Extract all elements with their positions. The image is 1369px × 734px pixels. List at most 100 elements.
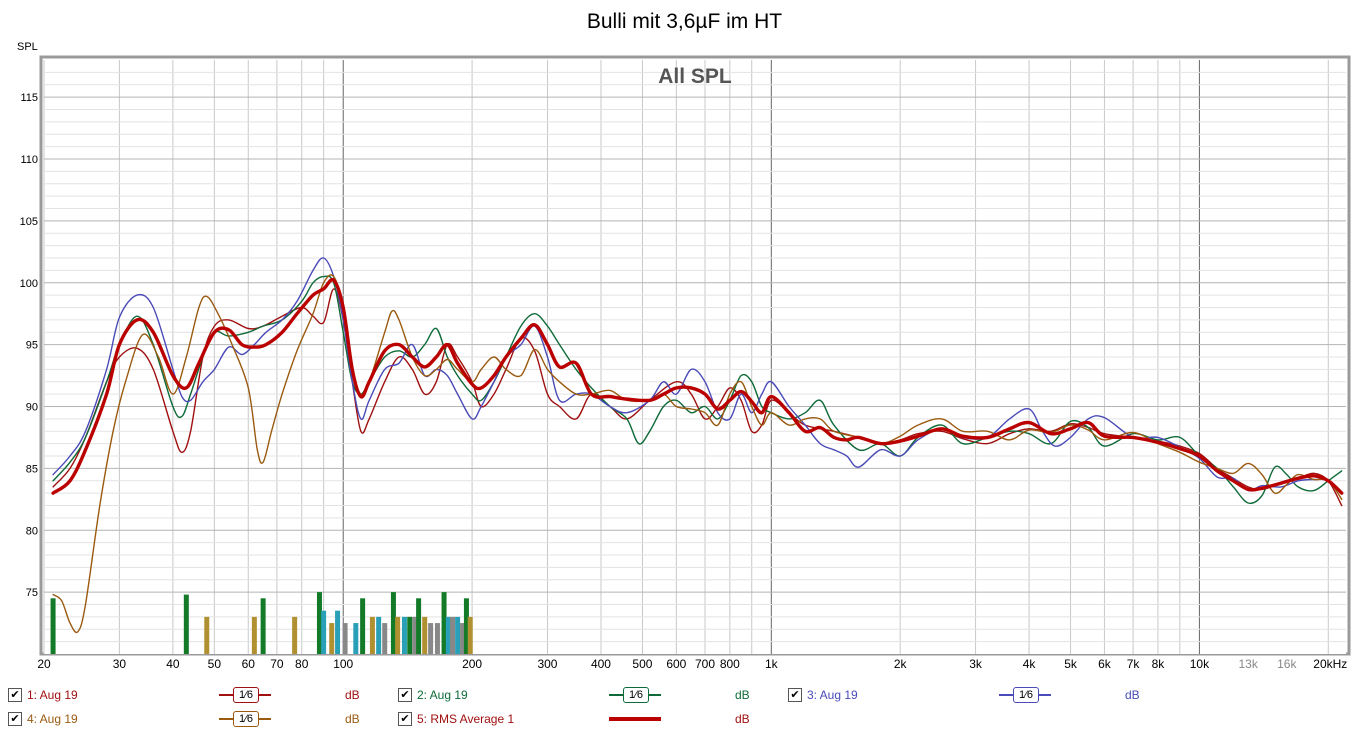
unit-label-5: dB [735, 712, 750, 726]
chart-title: Bulli mit 3,6µF im HT [586, 10, 783, 33]
y-tick-label: 85 [26, 463, 38, 475]
marker-bar [321, 610, 327, 654]
y-tick-label: 95 [26, 340, 38, 352]
smoothing-label-1: 1⁄6 [233, 687, 259, 703]
y-tick-label: 100 [20, 278, 38, 290]
legend-checkbox-5[interactable]: ✔ [398, 712, 412, 726]
x-tick-label: 3k [969, 657, 983, 671]
x-tick-label: 70 [270, 657, 284, 671]
series-line-2 [52, 275, 1343, 505]
marker-bar [455, 616, 461, 654]
series-swatch-5 [609, 717, 661, 721]
y-tick-label: 115 [20, 92, 38, 104]
marker-bar [353, 623, 359, 654]
smoothing-label-4: 1⁄6 [233, 711, 259, 727]
x-tick-label: 600 [666, 657, 686, 671]
legend-checkbox-1[interactable]: ✔ [8, 688, 22, 702]
marker-bar [434, 623, 440, 654]
legend-label-2[interactable]: 2: Aug 19 [417, 688, 468, 702]
marker-bar [382, 623, 388, 654]
x-tick-label: 4k [1023, 657, 1037, 671]
marker-bar [183, 594, 189, 654]
marker-bar [316, 592, 322, 654]
legend-label-4[interactable]: 4: Aug 19 [27, 712, 78, 726]
marker-bar [412, 616, 418, 654]
marker-bar [335, 610, 341, 654]
x-tick-label: 6k [1098, 657, 1112, 671]
marker-bar [428, 623, 434, 654]
x-tick-label: 80 [295, 657, 309, 671]
x-tick-label: 16k [1277, 657, 1297, 671]
legend-label-5[interactable]: 5: RMS Average 1 [417, 712, 515, 726]
x-tick-label: 50 [208, 657, 222, 671]
y-axis-label: SPL [17, 41, 38, 53]
x-tick-label: 800 [720, 657, 740, 671]
x-tick-label: 40 [166, 657, 180, 671]
smoothing-control-5[interactable] [609, 711, 661, 727]
series-line-5 [51, 277, 1344, 495]
marker-bar [416, 598, 422, 654]
legend-label-3[interactable]: 3: Aug 19 [807, 688, 858, 702]
x-tick-label: 200 [462, 657, 482, 671]
smoothing-control-2[interactable]: 1⁄6 [609, 687, 661, 703]
smoothing-control-3[interactable]: 1⁄6 [999, 687, 1051, 703]
legend-checkbox-3[interactable]: ✔ [788, 688, 802, 702]
marker-bar [204, 616, 210, 654]
x-tick-label: 300 [537, 657, 557, 671]
x-tick-label: 1k [765, 657, 779, 671]
x-tick-label: 20 [37, 657, 51, 671]
x-tick-label: 5k [1064, 657, 1078, 671]
y-tick-label: 80 [26, 525, 38, 537]
marker-bar [292, 616, 298, 654]
y-tick-label: 90 [26, 402, 38, 414]
marker-bar [441, 592, 447, 654]
legend-checkbox-2[interactable]: ✔ [398, 688, 412, 702]
marker-bar [463, 598, 469, 654]
y-tick-label: 110 [20, 154, 38, 166]
marker-bar [407, 616, 413, 654]
marker-bar [445, 616, 451, 654]
plot-subtitle: All SPL [658, 65, 732, 88]
smoothing-control-1[interactable]: 1⁄6 [219, 687, 271, 703]
unit-label-2: dB [735, 688, 750, 702]
marker-bar [329, 623, 335, 654]
marker-bar [450, 616, 456, 654]
x-tick-label: 400 [591, 657, 611, 671]
marker-bar [251, 616, 257, 654]
legend-checkbox-4[interactable]: ✔ [8, 712, 22, 726]
marker-bar [342, 623, 348, 654]
x-tick-label: 2k [894, 657, 908, 671]
marker-bar [360, 598, 366, 654]
marker-bar [390, 592, 396, 654]
x-tick-label: 7k [1127, 657, 1141, 671]
marker-bar [50, 598, 56, 654]
x-tick-label: 60 [242, 657, 256, 671]
marker-bar [260, 598, 266, 654]
unit-label-1: dB [345, 688, 360, 702]
marker-bar [460, 623, 466, 654]
smoothing-label-3: 1⁄6 [1013, 687, 1039, 703]
x-tick-label: 13k [1239, 657, 1259, 671]
x-tick-label: 8k [1152, 657, 1166, 671]
marker-bar [369, 616, 375, 654]
marker-bar [467, 616, 473, 654]
tick-labels: 75 80 85 90 95 100 105 110 115 20 30 40 50 60 70 80 100 2… [20, 92, 1348, 671]
marker-bar [401, 616, 407, 654]
bar-markers [50, 592, 473, 654]
smoothing-label-2: 1⁄6 [623, 687, 649, 703]
marker-bar [395, 616, 401, 654]
x-tick-label: 30 [113, 657, 127, 671]
unit-label-4: dB [345, 712, 360, 726]
x-tick-label: 20kHz [1313, 657, 1347, 671]
legend-label-1[interactable]: 1: Aug 19 [27, 688, 78, 702]
x-tick-label: 100 [333, 657, 353, 671]
series-line-4 [52, 274, 1343, 634]
y-tick-label: 75 [26, 587, 38, 599]
spl-plot[interactable]: 75 80 85 90 95 100 105 110 115 20 30 40 50 60 70 80 100 2… [0, 0, 1369, 680]
x-tick-label: 500 [632, 657, 652, 671]
smoothing-control-4[interactable]: 1⁄6 [219, 711, 271, 727]
x-tick-label: 10k [1190, 657, 1210, 671]
series-lines [51, 257, 1344, 634]
x-tick-label: 700 [695, 657, 715, 671]
marker-bar [422, 616, 428, 654]
